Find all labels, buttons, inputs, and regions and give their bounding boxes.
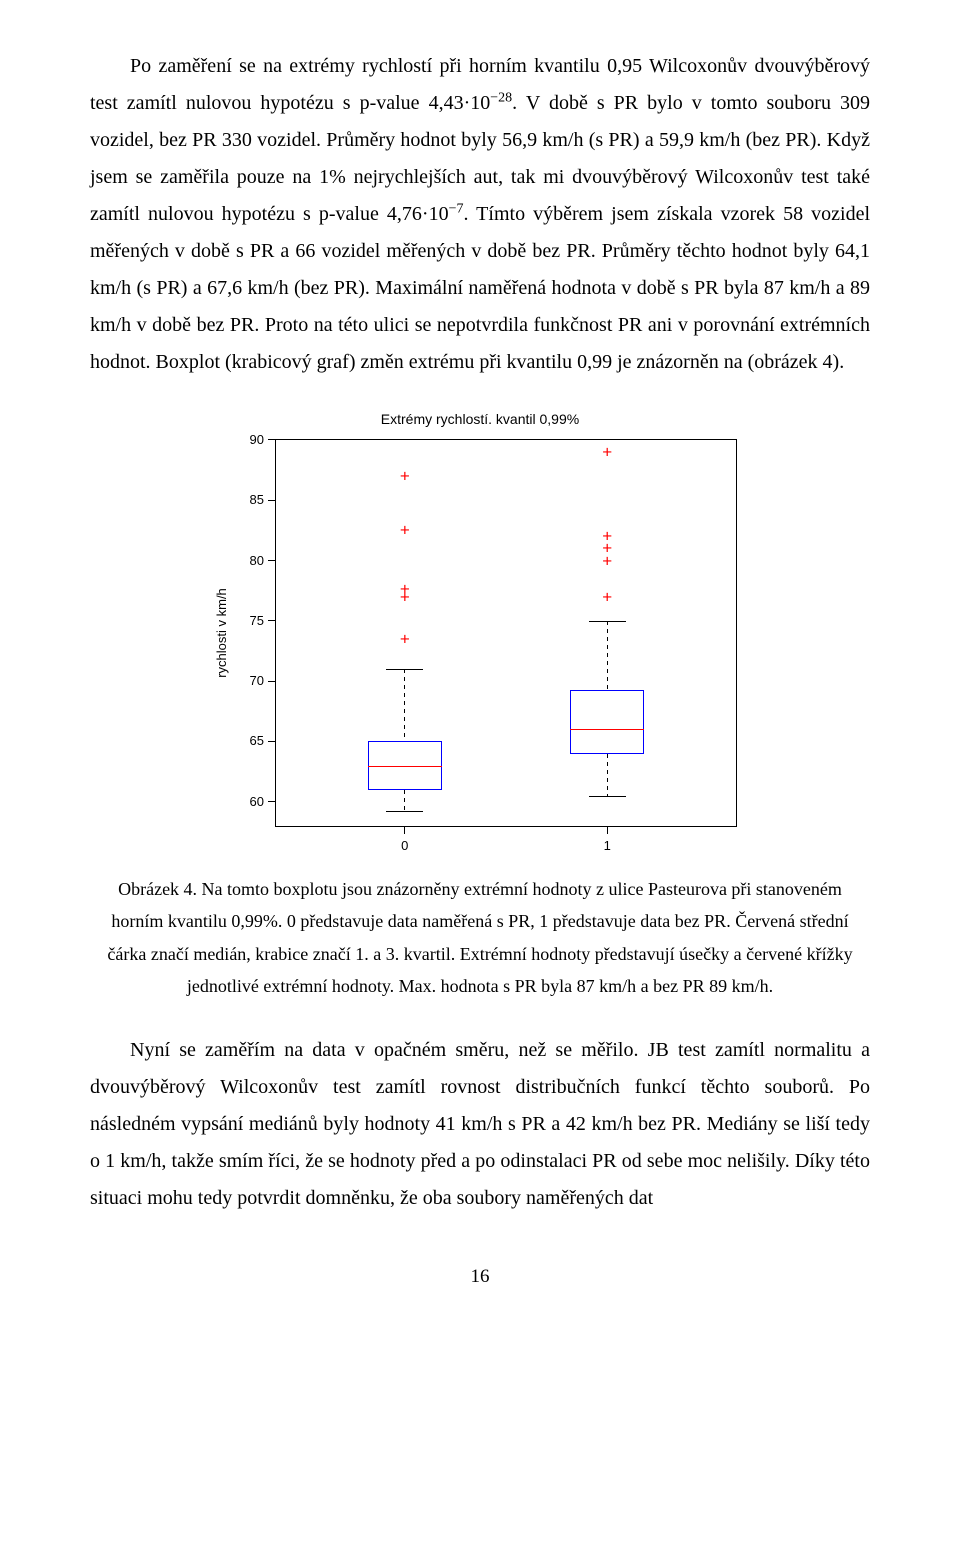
figure-caption: Obrázek 4. Na tomto boxplotu jsou znázor… (90, 873, 870, 1003)
page-number: 16 (90, 1259, 870, 1294)
outlier-point: + (602, 588, 612, 605)
x-tick-label: 1 (604, 834, 611, 858)
outlier-point: + (400, 581, 410, 598)
y-tick-label: 70 (250, 669, 264, 693)
y-tick-label: 60 (250, 790, 264, 814)
y-tick-label: 90 (250, 428, 264, 452)
outlier-point: + (400, 468, 410, 485)
paragraph-2: Nyní se zaměřím na data v opačném směru,… (90, 1032, 870, 1217)
y-tick-label: 65 (250, 729, 264, 753)
outlier-point: + (602, 443, 612, 460)
median-line (570, 729, 644, 730)
y-tick-label: 75 (250, 609, 264, 633)
y-tick-label: 80 (250, 548, 264, 572)
boxplot-figure: Extrémy rychlostí. kvantil 0,99% rychlos… (215, 407, 745, 827)
box (570, 690, 644, 754)
outlier-point: + (400, 522, 410, 539)
outlier-point: + (400, 630, 410, 647)
paragraph-1: Po zaměření se na extrémy rychlostí při … (90, 48, 870, 381)
outlier-point: + (602, 528, 612, 545)
y-axis-label: rychlosti v km/h (210, 588, 234, 678)
chart-plot-area: rychlosti v km/h 6065707580859001+++++++… (275, 439, 737, 827)
x-tick-label: 0 (401, 834, 408, 858)
median-line (368, 766, 442, 767)
chart-title: Extrémy rychlostí. kvantil 0,99% (215, 407, 745, 433)
y-tick-label: 85 (250, 488, 264, 512)
